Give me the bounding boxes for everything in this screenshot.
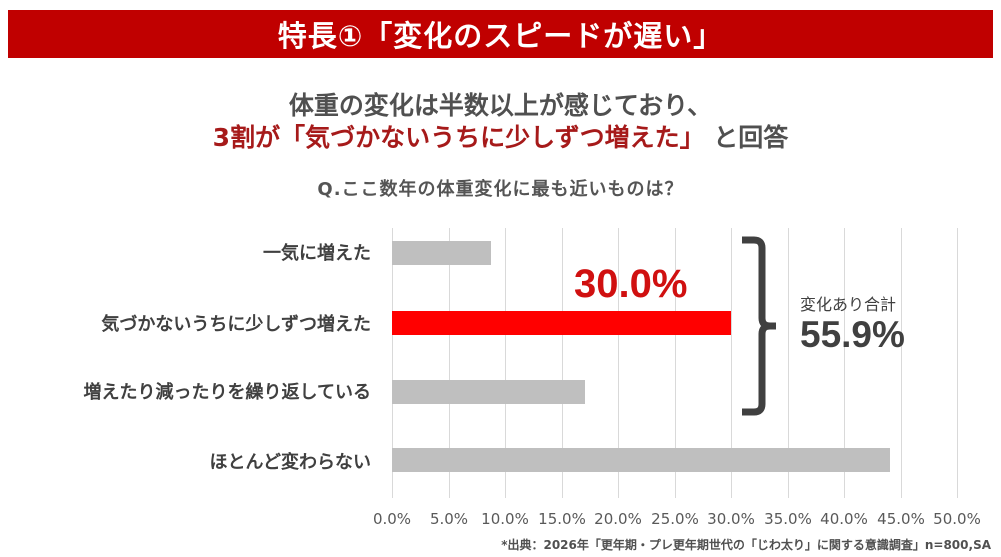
source-note: *出典：2026年「更年期・プレ更年期世代の「じわ太り」に関する意識調査」n=8…	[501, 538, 991, 552]
question-title: Q.ここ数年の体重変化に最も近いものは？	[317, 179, 684, 200]
x-tick-label: 25.0%	[651, 510, 699, 528]
bar	[392, 311, 731, 335]
category-label: ほとんど変わらない	[209, 452, 371, 473]
gridline	[957, 228, 958, 498]
x-tick-label: 10.0%	[481, 510, 529, 528]
category-label: 気づかないうちに少しずつ増えた	[101, 314, 371, 335]
gridline	[731, 228, 732, 498]
gridline	[675, 228, 676, 498]
title-banner: 特長①「変化のスピードが遅い」	[8, 10, 993, 58]
bar	[392, 448, 891, 472]
sum-label: 変化あり合計	[800, 295, 897, 314]
gridline	[562, 228, 563, 498]
headline-highlight: 3割が「気づかないうちに少しずつ増えた」	[212, 123, 705, 152]
bar	[392, 241, 492, 265]
gridline	[901, 228, 902, 498]
headline-line-1: 体重の変化は半数以上が感じており、	[0, 86, 1001, 122]
gridline	[505, 228, 506, 498]
gridline	[788, 228, 789, 498]
headline-line-2: 3割が「気づかないうちに少しずつ増えた」 と回答	[0, 118, 1001, 154]
bracket-icon	[742, 236, 776, 416]
bar	[392, 380, 586, 404]
headline-rest: と回答	[713, 123, 789, 152]
banner-title: 特長①「変化のスピードが遅い」	[277, 19, 724, 53]
gridline	[449, 228, 450, 498]
sum-value: 55.9%	[800, 314, 905, 355]
x-tick-label: 20.0%	[594, 510, 642, 528]
gridline	[618, 228, 619, 498]
category-label: 一気に増えた	[263, 243, 371, 264]
x-tick-label: 5.0%	[429, 510, 469, 528]
x-tick-label: 0.0%	[372, 510, 412, 528]
highlight-data-label: 30.0%	[574, 262, 688, 306]
x-tick-label: 30.0%	[707, 510, 755, 528]
plot-area	[392, 228, 958, 498]
gridline	[844, 228, 845, 498]
x-tick-label: 15.0%	[538, 510, 586, 528]
x-tick-label: 40.0%	[820, 510, 868, 528]
x-tick-label: 45.0%	[877, 510, 925, 528]
gridline	[392, 228, 393, 498]
x-tick-label: 50.0%	[933, 510, 981, 528]
x-tick-label: 35.0%	[764, 510, 812, 528]
headline-text-1: 体重の変化は半数以上が感じており、	[288, 91, 713, 120]
category-label: 増えたり減ったりを繰り返している	[83, 382, 371, 403]
